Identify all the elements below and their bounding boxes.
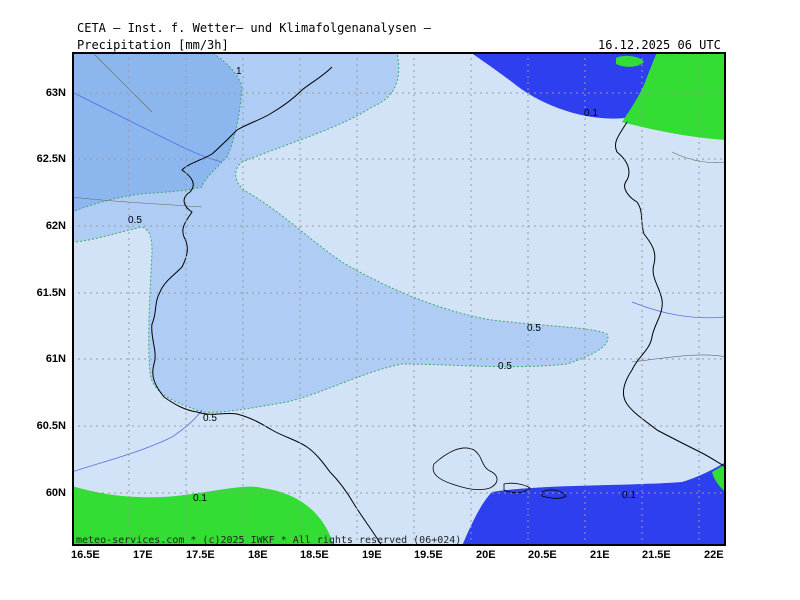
lon-tick-label: 18E xyxy=(248,549,268,561)
lat-tick-label: 62N xyxy=(45,220,66,232)
lon-tick-label: 21E xyxy=(590,549,610,561)
credit-text: meteo-services.com * (c)2025 IWKF * All … xyxy=(76,535,461,546)
contour-label: 0.5 xyxy=(128,215,142,226)
lat-tick-label: 61N xyxy=(45,353,66,365)
precipitation-map: 1 0.5 0.1 0.5 0.5 0.5 0.1 0.1 meteo-serv… xyxy=(72,52,726,546)
precip-1-area xyxy=(72,52,243,213)
lon-tick-label: 20.5E xyxy=(528,549,557,561)
dry-sea-se xyxy=(462,462,726,546)
contour-label: 0.5 xyxy=(203,413,217,424)
dry-land-se xyxy=(712,464,726,492)
lat-tick-label: 60.5N xyxy=(36,420,66,432)
contour-label: 0.1 xyxy=(622,490,636,501)
map-grid xyxy=(72,52,726,546)
lat-tick-label: 63N xyxy=(45,87,66,99)
contour-label: 0.1 xyxy=(584,108,598,119)
lat-tick-label: 61.5N xyxy=(36,287,66,299)
contour-label: 1 xyxy=(236,66,242,77)
lon-tick-label: 16.5E xyxy=(71,549,100,561)
dry-land-sw xyxy=(72,486,334,546)
coastline-east xyxy=(614,121,726,468)
lon-tick-label: 19.5E xyxy=(414,549,443,561)
lon-tick-label: 17E xyxy=(133,549,153,561)
dry-land-ne xyxy=(622,52,726,140)
lat-tick-label: 60N xyxy=(45,487,66,499)
lon-tick-label: 18.5E xyxy=(300,549,329,561)
contour-label: 0.5 xyxy=(498,361,512,372)
coastline-west xyxy=(151,66,383,546)
lon-tick-label: 19E xyxy=(362,549,382,561)
map-title: CETA — Inst. f. Wetter— und Klimafolgena… xyxy=(77,21,432,35)
contour-label: 0.1 xyxy=(193,493,207,504)
lon-tick-label: 21.5E xyxy=(642,549,671,561)
lon-tick-label: 22E xyxy=(704,549,724,561)
lon-tick-label: 20E xyxy=(476,549,496,561)
contour-label: 0.5 xyxy=(527,323,541,334)
lon-tick-label: 17.5E xyxy=(186,549,215,561)
lat-tick-label: 62.5N xyxy=(36,153,66,165)
parameter-label: Precipitation [mm/3h] xyxy=(77,38,229,52)
valid-time-label: 16.12.2025 06 UTC xyxy=(598,38,721,52)
